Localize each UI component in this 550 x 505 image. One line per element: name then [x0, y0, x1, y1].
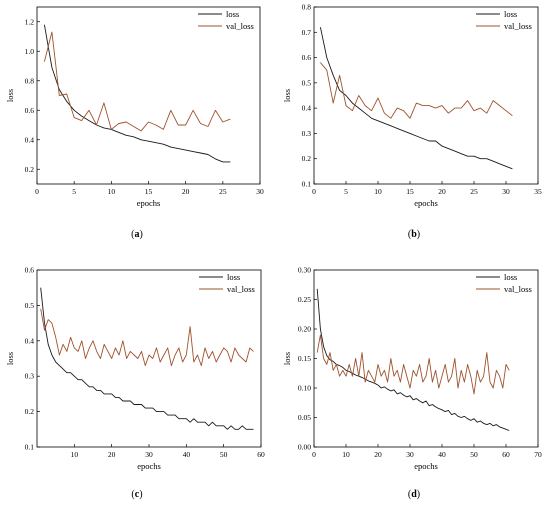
y-tick-label: 1.2	[25, 17, 35, 26]
y-tick-label: 1.0	[25, 47, 35, 56]
series-line-loss	[40, 287, 254, 430]
plot-frame	[313, 269, 539, 448]
y-tick-label: 0.8	[302, 3, 312, 12]
x-tick-label: 60	[257, 450, 265, 459]
x-axis-label: epochs	[137, 461, 161, 471]
y-tick-label: 0.20	[298, 325, 311, 334]
y-axis-label: loss	[5, 352, 15, 365]
x-tick-label: 50	[220, 450, 228, 459]
x-tick-label: 5	[344, 187, 348, 196]
x-tick-label: 20	[182, 187, 190, 196]
x-tick-label: 20	[374, 450, 382, 459]
series-line-loss	[316, 288, 510, 431]
chart-panel: 0 5 10 15 20 25 30 35 0.1 0.2 0.3 0.4 0.5 0.6 0.7 0.8 ep…	[282, 3, 542, 241]
x-tick-label: 30	[256, 187, 264, 196]
panel-label: (a)	[131, 229, 143, 240]
y-tick-label: 0.2	[302, 154, 312, 163]
legend-entry: loss	[227, 272, 240, 282]
y-tick-label: 0.1	[25, 443, 35, 452]
x-tick-label: 30	[406, 450, 414, 459]
series-line-val-loss	[43, 31, 231, 132]
y-tick-label: 0.00	[298, 443, 311, 452]
y-tick-label: 0.05	[298, 413, 311, 422]
x-tick-label: 70	[534, 450, 542, 459]
plot-frame	[313, 6, 539, 185]
plot-frame	[36, 6, 261, 185]
y-tick-label: 0.10	[298, 384, 311, 393]
x-tick-label: 15	[145, 187, 153, 196]
y-tick-label: 0.1	[302, 180, 312, 189]
x-tick-label: 10	[374, 187, 382, 196]
panel-label: (b)	[408, 229, 420, 240]
legend-entry: val_loss	[227, 284, 255, 294]
x-tick-label: 0	[35, 187, 39, 196]
chart-panel: 10 20 30 40 50 60 0.1 0.2 0.3 0.4 0.5 0.6 epochs loss…	[5, 266, 265, 501]
x-tick-label: 50	[470, 450, 478, 459]
series-line-loss	[43, 24, 231, 163]
y-axis-label: loss	[282, 89, 292, 102]
y-tick-label: 0.4	[25, 135, 35, 144]
series-line-val-loss	[316, 334, 510, 395]
x-tick-label: 20	[108, 450, 116, 459]
plot-frame	[36, 269, 262, 448]
y-tick-label: 0.3	[302, 129, 312, 138]
x-tick-label: 10	[71, 450, 79, 459]
y-tick-label: 0.6	[25, 106, 35, 115]
y-tick-label: 0.4	[25, 336, 35, 345]
legend-entry: loss	[226, 9, 239, 19]
y-tick-label: 0.15	[298, 354, 311, 363]
panel-label: (d)	[408, 489, 420, 500]
x-tick-label: 0	[312, 187, 316, 196]
x-axis-label: epochs	[137, 198, 161, 208]
x-tick-label: 20	[438, 187, 446, 196]
y-tick-label: 0.8	[25, 76, 35, 85]
legend-entry: val_loss	[504, 284, 532, 294]
y-tick-label: 0.6	[302, 53, 312, 62]
x-axis-label: epochs	[414, 461, 438, 471]
x-tick-label: 30	[145, 450, 153, 459]
y-tick-label: 0.2	[25, 407, 35, 416]
series-line-val-loss	[320, 62, 513, 119]
x-tick-label: 10	[342, 450, 350, 459]
x-tick-label: 25	[470, 187, 478, 196]
x-axis-label: epochs	[414, 198, 438, 208]
series-line-loss	[319, 27, 513, 170]
y-axis-label: loss	[282, 352, 292, 365]
x-tick-label: 10	[108, 187, 116, 196]
panel-label: (c)	[131, 489, 142, 500]
y-tick-label: 0.2	[25, 165, 35, 174]
legend-entry: loss	[504, 272, 517, 282]
legend-entry: val_loss	[504, 21, 532, 31]
y-axis-label: loss	[5, 89, 15, 102]
y-tick-label: 0.25	[298, 295, 311, 304]
x-tick-label: 5	[72, 187, 76, 196]
chart-panel: 0 5 10 15 20 25 30 0.2 0.4 0.6 0.8 1.0 1.2 epochs loss…	[5, 6, 264, 240]
y-tick-label: 0.5	[302, 78, 312, 87]
series-line-val-loss	[40, 308, 254, 367]
y-tick-label: 0.3	[25, 372, 35, 381]
legend-entry: val_loss	[226, 21, 254, 31]
x-tick-label: 40	[438, 450, 446, 459]
x-tick-label: 0	[312, 450, 316, 459]
y-tick-label: 0.6	[25, 266, 35, 275]
y-tick-label: 0.30	[298, 266, 311, 275]
x-tick-label: 25	[219, 187, 227, 196]
y-tick-label: 0.4	[302, 104, 312, 113]
x-tick-label: 35	[534, 187, 542, 196]
y-tick-label: 0.7	[302, 28, 312, 37]
legend-entry: loss	[504, 9, 517, 19]
y-tick-label: 0.5	[25, 301, 35, 310]
chart-panel: 0 10 20 30 40 50 60 70 0.00 0.05 0.10 0.15 0.20 0.25 0…	[282, 266, 542, 501]
x-tick-label: 15	[406, 187, 414, 196]
x-tick-label: 60	[502, 450, 510, 459]
x-tick-label: 40	[183, 450, 191, 459]
x-tick-label: 30	[502, 187, 510, 196]
